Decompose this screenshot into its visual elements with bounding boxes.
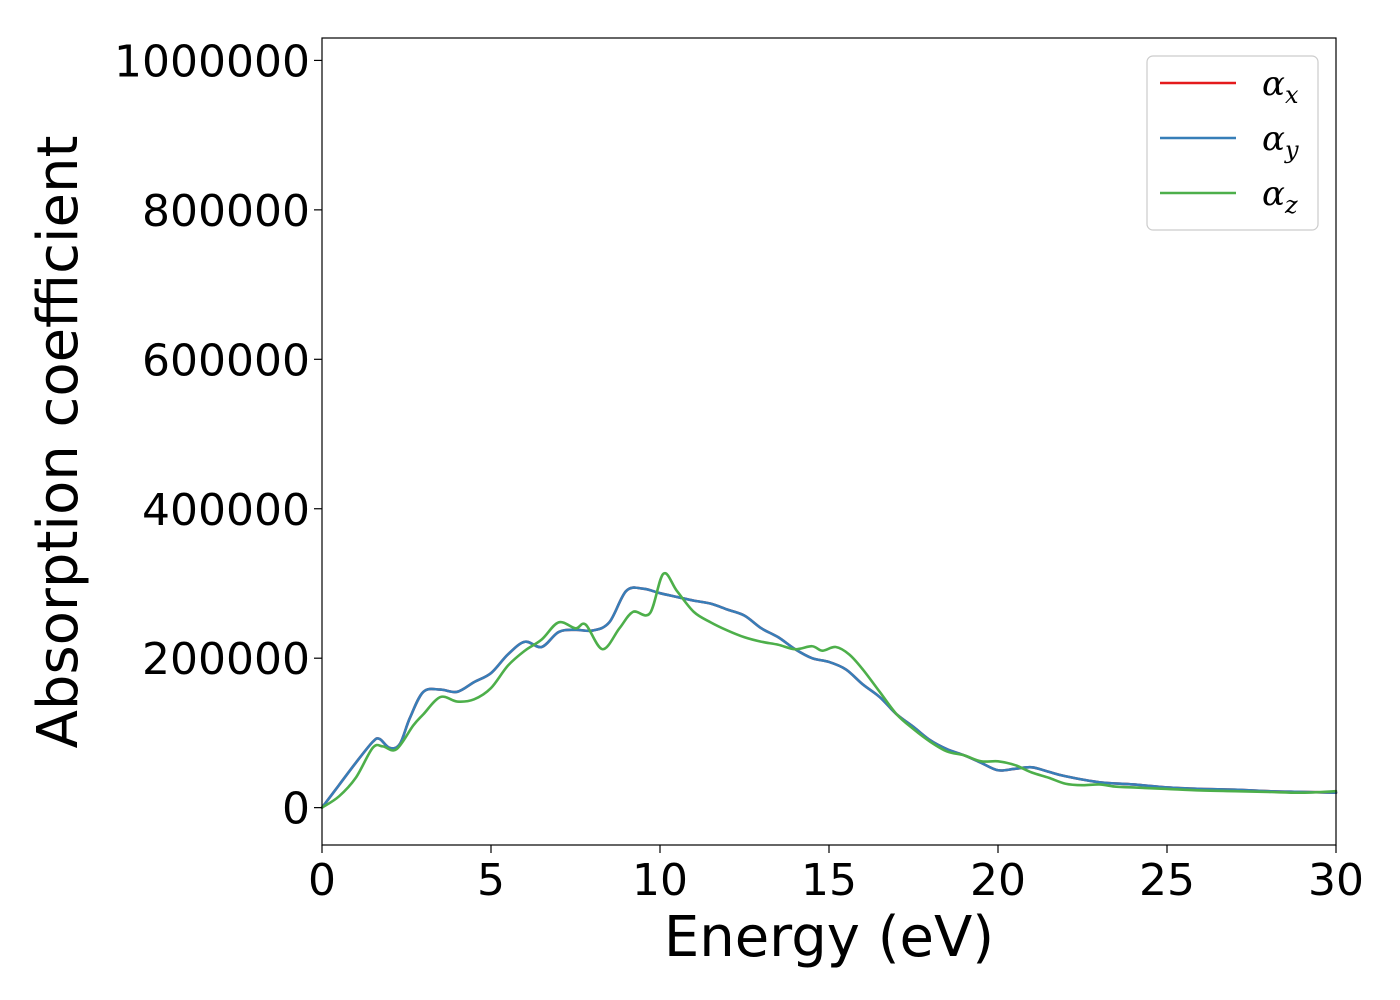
y-axis-ticks: 0 200000 400000 600000 800000 1000000 — [114, 36, 322, 835]
x-axis-ticks: 0 5 10 15 20 25 30 — [308, 845, 1364, 906]
x-tick-label: 15 — [801, 855, 857, 906]
y-tick-label: 0 — [282, 784, 310, 835]
y-axis-title: Absorption coefficient — [26, 136, 91, 749]
y-tick-label: 600000 — [142, 335, 310, 386]
x-tick-label: 0 — [308, 855, 336, 906]
y-tick-label: 200000 — [142, 634, 310, 685]
x-tick-label: 30 — [1308, 855, 1364, 906]
legend-label-alpha-x: αx — [1262, 64, 1299, 109]
series-layer — [320, 571, 1338, 809]
legend-label-alpha-y: αy — [1262, 119, 1299, 164]
y-tick-label: 800000 — [142, 186, 310, 237]
x-tick-label: 25 — [1139, 855, 1195, 906]
x-tick-label: 5 — [477, 855, 505, 906]
y-tick-label: 1000000 — [114, 36, 310, 87]
x-axis-title: Energy (eV) — [664, 905, 994, 970]
series-line-alpha-y — [320, 586, 1338, 809]
y-tick-label: 400000 — [142, 485, 310, 536]
legend-box — [1146, 55, 1319, 231]
x-tick-label: 10 — [632, 855, 688, 906]
legend-label-alpha-z: αz — [1262, 174, 1298, 219]
legend: αx αy αz — [1146, 55, 1319, 231]
series-line-alpha-z — [320, 571, 1338, 809]
x-tick-label: 20 — [970, 855, 1026, 906]
